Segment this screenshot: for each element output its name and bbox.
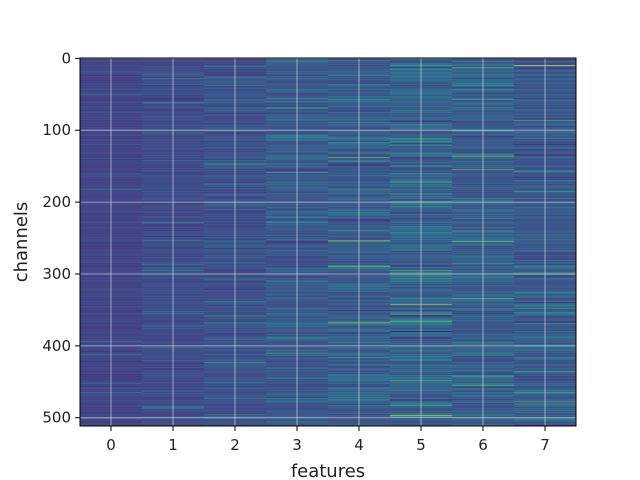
- y-tick-label: 300: [42, 265, 71, 283]
- x-axis-ticks: 0 1 2 3 4 5 6 7: [106, 426, 550, 454]
- y-tick-label: 400: [42, 337, 71, 355]
- y-tick-label: 100: [42, 121, 71, 139]
- plot-frame: [79, 57, 577, 427]
- y-tick-label: 200: [42, 193, 71, 211]
- x-tick-label: 3: [292, 436, 302, 454]
- y-tick-label: 0: [61, 49, 71, 67]
- x-tick-label: 5: [416, 436, 426, 454]
- x-tick-label: 4: [354, 436, 364, 454]
- x-tick-label: 7: [540, 436, 550, 454]
- y-axis-label: channels: [11, 202, 32, 283]
- y-axis-ticks: 0 100 200 300 400 500: [42, 49, 80, 427]
- grid-lines: [80, 57, 576, 426]
- x-tick-label: 6: [478, 436, 488, 454]
- x-axis-label: features: [291, 461, 365, 480]
- x-tick-label: 1: [168, 436, 178, 454]
- y-tick-label: 500: [42, 409, 71, 427]
- x-tick-label: 0: [106, 436, 116, 454]
- heatmap-cells: [80, 58, 577, 427]
- x-tick-label: 2: [230, 436, 240, 454]
